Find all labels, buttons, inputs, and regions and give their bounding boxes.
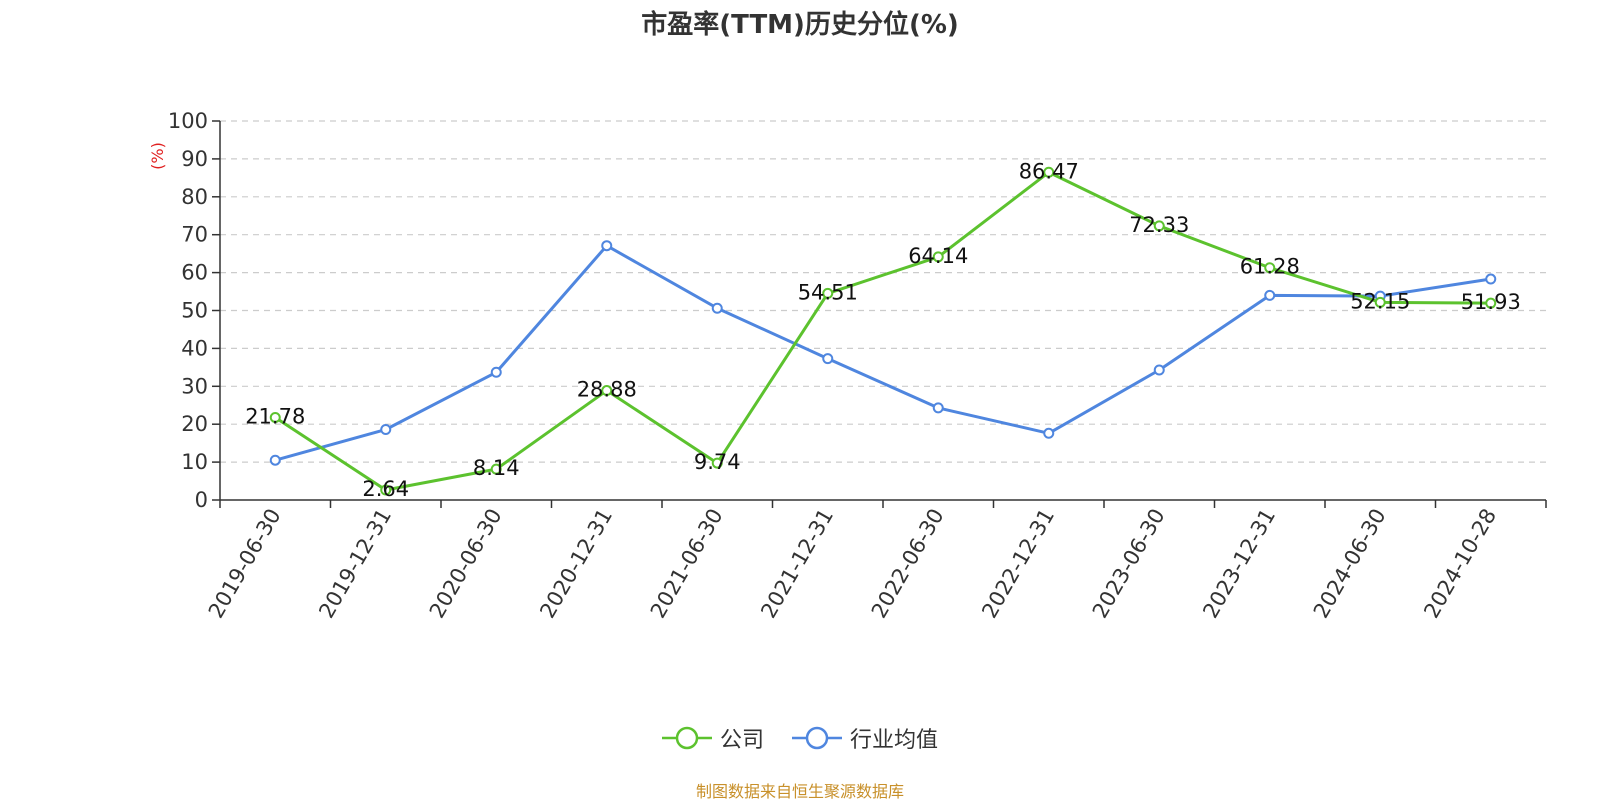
data-point: [380, 424, 392, 436]
data-point: [1264, 289, 1276, 301]
data-point: [932, 251, 944, 263]
x-tick-label: 2024-10-28: [1419, 505, 1501, 623]
series-line-company: [274, 170, 1491, 492]
x-tick-label: 2020-06-30: [425, 505, 507, 623]
series-line-industry: [274, 244, 1491, 462]
y-tick-label: 50: [181, 299, 208, 323]
y-tick-label: 100: [168, 109, 208, 133]
data-label: 64.14: [908, 244, 968, 268]
data-point: [932, 402, 944, 414]
data-label: 72.33: [1129, 213, 1189, 237]
data-point: [822, 353, 834, 365]
data-label: 2.64: [362, 477, 409, 501]
data-label: 8.14: [473, 456, 520, 480]
data-point: [490, 366, 502, 378]
data-point: [1043, 427, 1055, 439]
data-point: [269, 454, 281, 466]
data-label: 21.78: [245, 404, 305, 428]
data-label: 54.51: [798, 280, 858, 304]
data-label: 9.74: [694, 450, 741, 474]
data-point: [380, 484, 392, 496]
source-note: 制图数据来自恒生聚源数据库: [695, 782, 904, 801]
data-point: [601, 385, 613, 397]
legend-label: 公司: [719, 728, 764, 753]
x-tick-label: 2021-06-30: [646, 505, 728, 623]
y-tick-label: 10: [181, 450, 208, 474]
legend: 公司 行业均值: [0, 722, 1600, 754]
legend-item-industry[interactable]: 行业均值: [792, 722, 938, 754]
y-tick-label: 90: [181, 147, 208, 171]
data-point: [1485, 297, 1497, 309]
data-point: [490, 463, 502, 475]
data-point: [269, 411, 281, 423]
x-tick-label: 2024-06-30: [1309, 505, 1391, 623]
y-tick-label: 60: [181, 261, 208, 285]
data-point: [1264, 262, 1276, 274]
data-point: [1153, 364, 1165, 376]
data-label: 61.28: [1240, 255, 1300, 279]
data-point: [1485, 273, 1497, 285]
x-tick-label: 2019-12-31: [314, 505, 396, 623]
data-point: [601, 240, 613, 252]
x-tick-label: 2019-06-30: [204, 505, 286, 623]
x-tick-label: 2022-06-30: [867, 505, 949, 623]
y-tick-label: 20: [181, 412, 208, 436]
data-point: [1153, 220, 1165, 232]
data-label: 52.15: [1350, 289, 1410, 313]
y-tick-label: 40: [181, 336, 208, 360]
data-point: [711, 457, 723, 469]
y-tick-label: 80: [181, 185, 208, 209]
data-label: 86.47: [1019, 159, 1079, 183]
data-point: [711, 302, 723, 314]
x-tick-label: 2023-06-30: [1088, 505, 1170, 623]
legend-swatch-icon: [792, 726, 842, 750]
data-label: 28.88: [577, 378, 637, 402]
x-tick-label: 2021-12-31: [756, 505, 838, 623]
y-tick-label: 70: [181, 223, 208, 247]
x-tick-label: 2020-12-31: [535, 505, 617, 623]
y-tick-label: 0: [195, 488, 208, 512]
legend-item-company[interactable]: 公司: [661, 722, 764, 754]
grid-lines: [220, 120, 1546, 463]
x-tick-label: 2022-12-31: [977, 505, 1059, 623]
data-point: [1043, 166, 1055, 178]
legend-swatch-icon: [661, 726, 712, 750]
data-point: [1374, 296, 1386, 308]
data-label: 51.93: [1461, 290, 1521, 314]
series-layer: [269, 166, 1497, 496]
x-tick-label: 2023-12-31: [1198, 505, 1280, 623]
chart-title: 市盈率(TTM)历史分位(%): [641, 10, 959, 40]
data-labels: 21.78 2.64 8.14 28.88 9.74 54.51 64.14 86.47 72.…: [245, 159, 1521, 501]
y-axis-label: (%): [148, 142, 167, 170]
legend-label: 行业均值: [850, 728, 939, 753]
data-point: [822, 287, 834, 299]
y-tick-label: 30: [181, 374, 208, 398]
